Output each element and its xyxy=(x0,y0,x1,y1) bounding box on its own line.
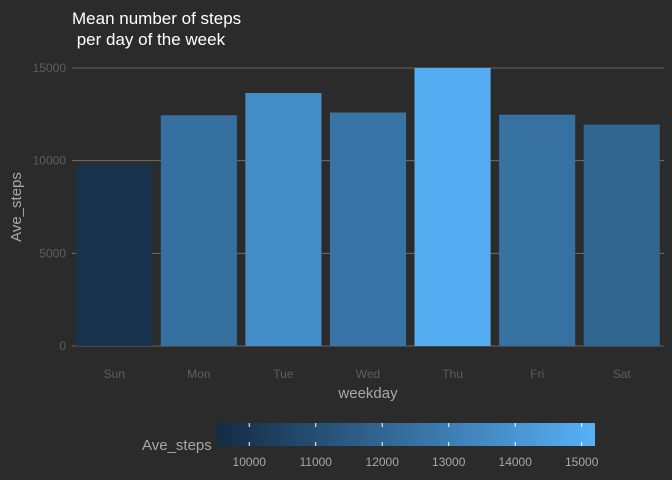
bar-thu xyxy=(414,68,491,346)
x-tick-label: Thu xyxy=(442,367,463,381)
x-tick-label: Fri xyxy=(530,367,544,381)
legend-tick-label: 10000 xyxy=(233,455,267,469)
bar-sat xyxy=(583,124,660,346)
x-tick-label: Mon xyxy=(187,367,210,381)
x-axis-ticks: Sun Mon Tue Wed Thu Fri Sat xyxy=(104,367,632,381)
legend-tick-label: 11000 xyxy=(299,455,332,469)
color-legend: Ave_steps 10000 11000 12000 13000 14000 15000 xyxy=(142,423,599,469)
y-tick-label: 15000 xyxy=(33,61,67,75)
legend-tick-label: 12000 xyxy=(366,455,400,469)
legend-title: Ave_steps xyxy=(142,437,212,454)
chart-title-line-1: Mean number of steps xyxy=(72,9,241,28)
legend-tick-label: 15000 xyxy=(565,455,599,469)
bar-sun xyxy=(76,164,153,346)
x-tick-label: Sun xyxy=(104,367,125,381)
bar-mon xyxy=(160,115,237,346)
x-tick-label: Wed xyxy=(356,367,380,381)
x-axis-title: weekday xyxy=(337,385,398,402)
legend-colorbar xyxy=(216,423,595,446)
bars xyxy=(76,68,660,347)
chart-title: Mean number of steps per day of the week xyxy=(72,9,246,49)
y-tick-label: 10000 xyxy=(33,154,67,168)
chart-title-line-2: per day of the week xyxy=(72,30,226,49)
legend-tick-label: 14000 xyxy=(499,455,533,469)
bar-tue xyxy=(245,93,322,347)
y-axis-ticks: 0 5000 10000 15000 xyxy=(33,61,67,353)
y-tick-label: 5000 xyxy=(39,246,66,260)
x-tick-label: Tue xyxy=(273,367,294,381)
bar-wed xyxy=(329,112,407,346)
legend-ticks: 10000 11000 12000 13000 14000 15000 xyxy=(233,423,599,469)
y-axis-title: Ave_steps xyxy=(8,172,25,242)
bar-fri xyxy=(499,114,576,346)
legend-tick-label: 13000 xyxy=(432,455,466,469)
x-tick-label: Sat xyxy=(613,367,632,381)
y-tick-label: 0 xyxy=(59,339,66,353)
